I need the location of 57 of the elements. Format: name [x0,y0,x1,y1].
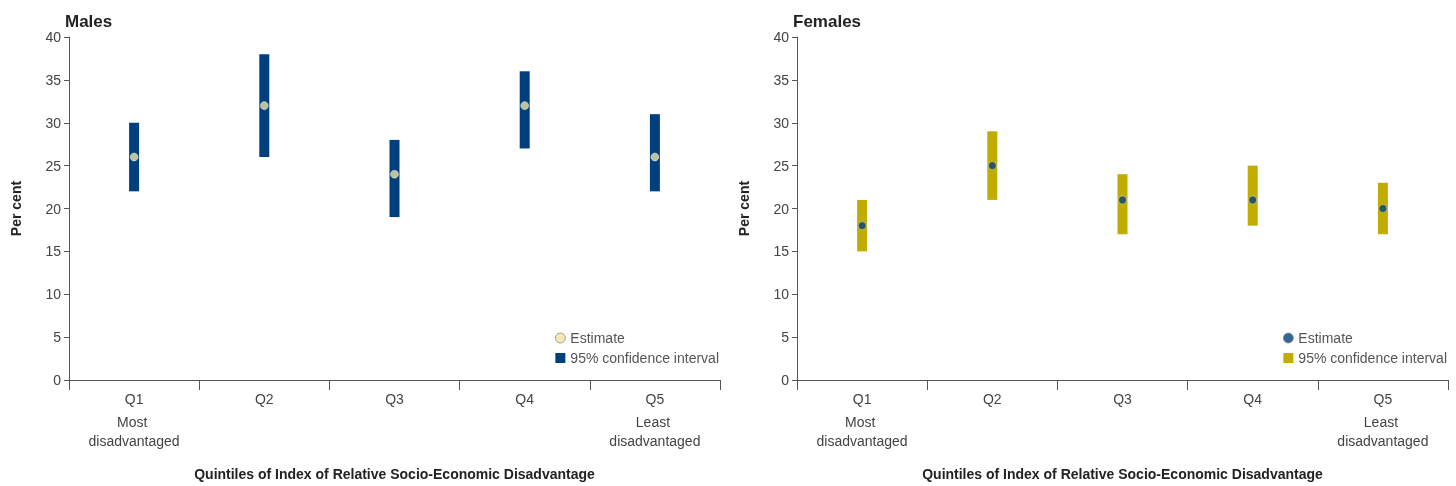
y-tick-label: 5 [781,329,790,346]
text: Most disadvantaged [816,413,908,449]
y-tick-label: 20 [773,200,790,217]
text: Least disadvantaged [609,413,701,449]
y-tick-label: 40 [773,29,790,45]
y-tick-label: 25 [45,157,62,174]
y-tick-label: 35 [773,71,790,88]
y-tick-label: 0 [53,372,62,388]
x-tick-label: Q3 [1113,391,1133,407]
legend-label: 95% confidence interval [570,350,720,366]
bar [649,114,660,192]
point [1118,195,1127,205]
chart-title: Males [65,12,113,31]
legend-label: Estimate [1298,330,1354,346]
y-tick-label: 5 [53,329,62,346]
x-tick-label: Q1 [124,391,144,407]
y-tick-label: 15 [773,243,790,260]
x-tick-label: Q5 [1373,391,1393,407]
bar [519,71,530,149]
chart-title: Females [793,12,862,31]
bar [129,122,140,192]
y-tick-label: 30 [773,114,790,131]
bar [259,54,270,158]
text: Most disadvantaged [88,413,180,449]
x-tick-label: Q3 [385,391,405,407]
y-axis-title: Per cent [8,180,24,237]
x-tick-label: Q4 [515,391,535,407]
point [129,152,139,162]
y-tick-label: 40 [45,29,62,45]
point [390,169,399,179]
x-axis-title: Quintiles of Index of Relative Socio-Economic Disadvantage [194,466,596,482]
point [520,101,529,110]
y-tick-label: 15 [45,243,62,260]
point [988,161,997,170]
x-tick-label: Q1 [852,391,872,407]
point [857,221,867,230]
point [1248,195,1257,205]
text: Least disadvantaged [1337,413,1429,449]
bar [389,139,400,218]
y-tick-label: 10 [773,286,790,303]
x-tick-label: Q4 [1243,391,1263,407]
y-tick-label: 35 [45,71,62,88]
y-tick-label: 0 [781,372,790,388]
y-tick-label: 10 [45,286,62,303]
y-tick-label: 30 [45,114,62,131]
y-tick-label: 25 [773,157,790,174]
legend-label: 95% confidence interval [1298,350,1448,366]
y-axis-title: Per cent [736,180,752,237]
point [650,152,660,162]
y-tick-label: 20 [45,200,62,217]
x-axis-title: Quintiles of Index of Relative Socio-Economic Disadvantage [922,466,1324,482]
point [1378,204,1388,213]
x-tick-label: Q2 [254,391,274,407]
x-tick-label: Q2 [982,391,1002,407]
legend-label: Estimate [570,330,626,346]
x-tick-label: Q5 [645,391,665,407]
point [260,101,269,110]
